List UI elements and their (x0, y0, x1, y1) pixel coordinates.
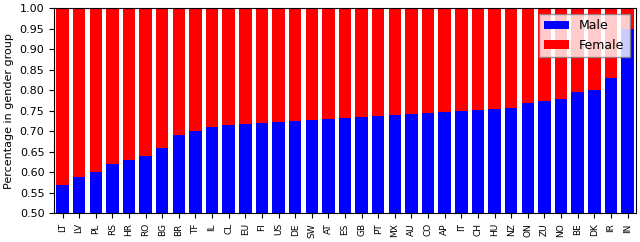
Bar (339, 8, 351, 118)
Bar (555, 99, 567, 213)
Bar (156, 148, 168, 213)
Bar (505, 8, 517, 107)
Bar (173, 136, 185, 213)
Bar (422, 113, 435, 213)
Bar (272, 122, 285, 213)
Bar (455, 8, 468, 111)
Bar (605, 78, 617, 213)
Bar (405, 8, 418, 114)
Bar (272, 8, 285, 122)
Bar (256, 8, 268, 123)
Bar (106, 164, 118, 213)
Bar (123, 8, 135, 160)
Bar (455, 111, 468, 213)
Bar (522, 103, 534, 213)
Bar (90, 8, 102, 172)
Bar (538, 101, 550, 213)
Bar (388, 115, 401, 213)
Bar (106, 8, 118, 164)
Bar (322, 119, 335, 213)
Bar (56, 185, 68, 213)
Bar (555, 8, 567, 99)
Bar (355, 8, 368, 117)
Bar (223, 125, 235, 213)
Bar (123, 160, 135, 213)
Bar (339, 118, 351, 213)
Bar (488, 109, 501, 213)
Bar (256, 123, 268, 213)
Bar (305, 120, 318, 213)
Y-axis label: Percentage in gender group: Percentage in gender group (4, 33, 14, 189)
Bar (438, 112, 451, 213)
Bar (73, 176, 85, 213)
Legend: Male, Female: Male, Female (540, 15, 630, 57)
Bar (538, 8, 550, 101)
Bar (472, 110, 484, 213)
Bar (156, 8, 168, 148)
Bar (73, 8, 85, 176)
Bar (56, 8, 68, 185)
Bar (239, 8, 252, 124)
Bar (289, 8, 301, 121)
Bar (239, 124, 252, 213)
Bar (438, 8, 451, 112)
Bar (572, 8, 584, 92)
Bar (289, 121, 301, 213)
Bar (588, 8, 600, 90)
Bar (355, 117, 368, 213)
Bar (173, 8, 185, 136)
Bar (405, 114, 418, 213)
Bar (223, 8, 235, 125)
Bar (572, 92, 584, 213)
Bar (140, 156, 152, 213)
Bar (305, 8, 318, 120)
Bar (621, 8, 634, 29)
Bar (189, 8, 202, 131)
Bar (372, 116, 385, 213)
Bar (505, 107, 517, 213)
Bar (322, 8, 335, 119)
Bar (206, 8, 218, 127)
Bar (605, 8, 617, 78)
Bar (388, 8, 401, 115)
Bar (588, 90, 600, 213)
Bar (90, 172, 102, 213)
Bar (472, 8, 484, 110)
Bar (422, 8, 435, 113)
Bar (189, 131, 202, 213)
Bar (372, 8, 385, 116)
Bar (522, 8, 534, 103)
Bar (621, 29, 634, 213)
Bar (206, 127, 218, 213)
Bar (488, 8, 501, 109)
Bar (140, 8, 152, 156)
